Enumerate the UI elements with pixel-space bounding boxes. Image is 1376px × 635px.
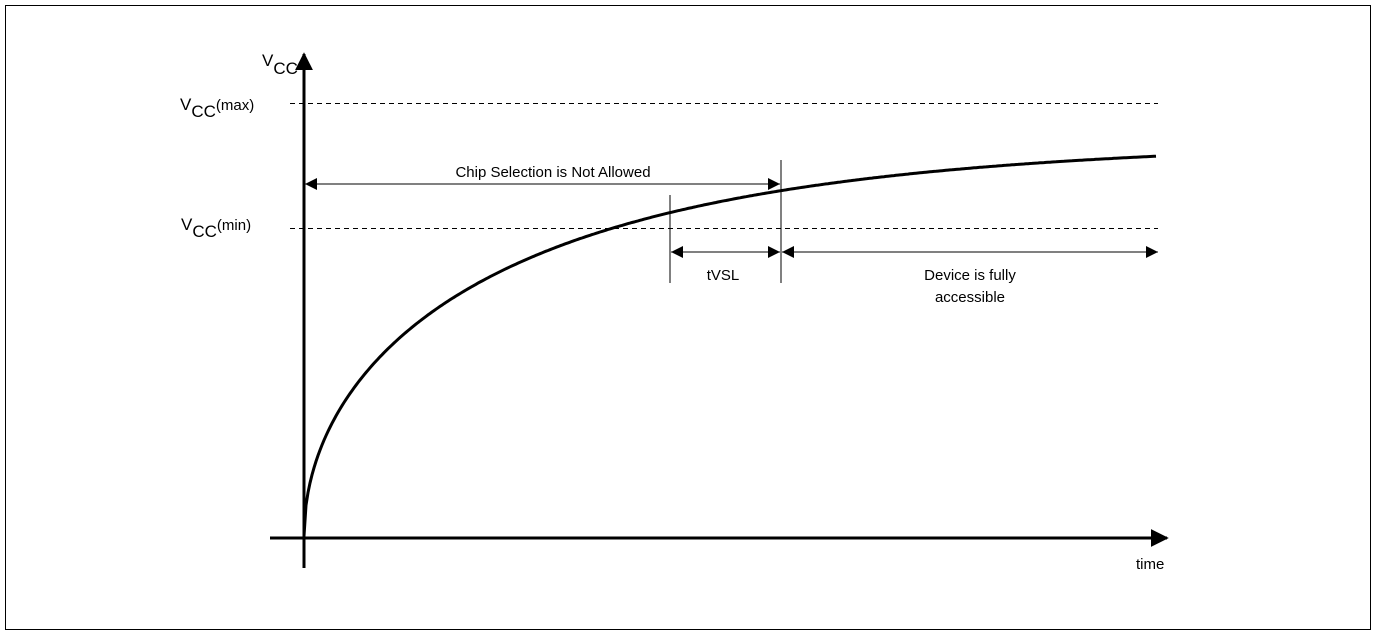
device-accessible-label-line2: accessible bbox=[935, 289, 1005, 306]
x-axis-label: time bbox=[1136, 556, 1164, 573]
figure-frame bbox=[5, 5, 1371, 630]
tvsl-label: tVSL bbox=[707, 267, 740, 284]
vcc-max-label: VCC(max) bbox=[180, 95, 254, 121]
vcc-rise-curve bbox=[302, 154, 1157, 537]
y-axis-label: VCC bbox=[262, 51, 298, 78]
device-accessible-label-line1: Device is fully bbox=[924, 267, 1016, 284]
vcc-min-label: VCC(min) bbox=[181, 215, 251, 241]
chip-select-not-allowed-label: Chip Selection is Not Allowed bbox=[455, 164, 650, 181]
